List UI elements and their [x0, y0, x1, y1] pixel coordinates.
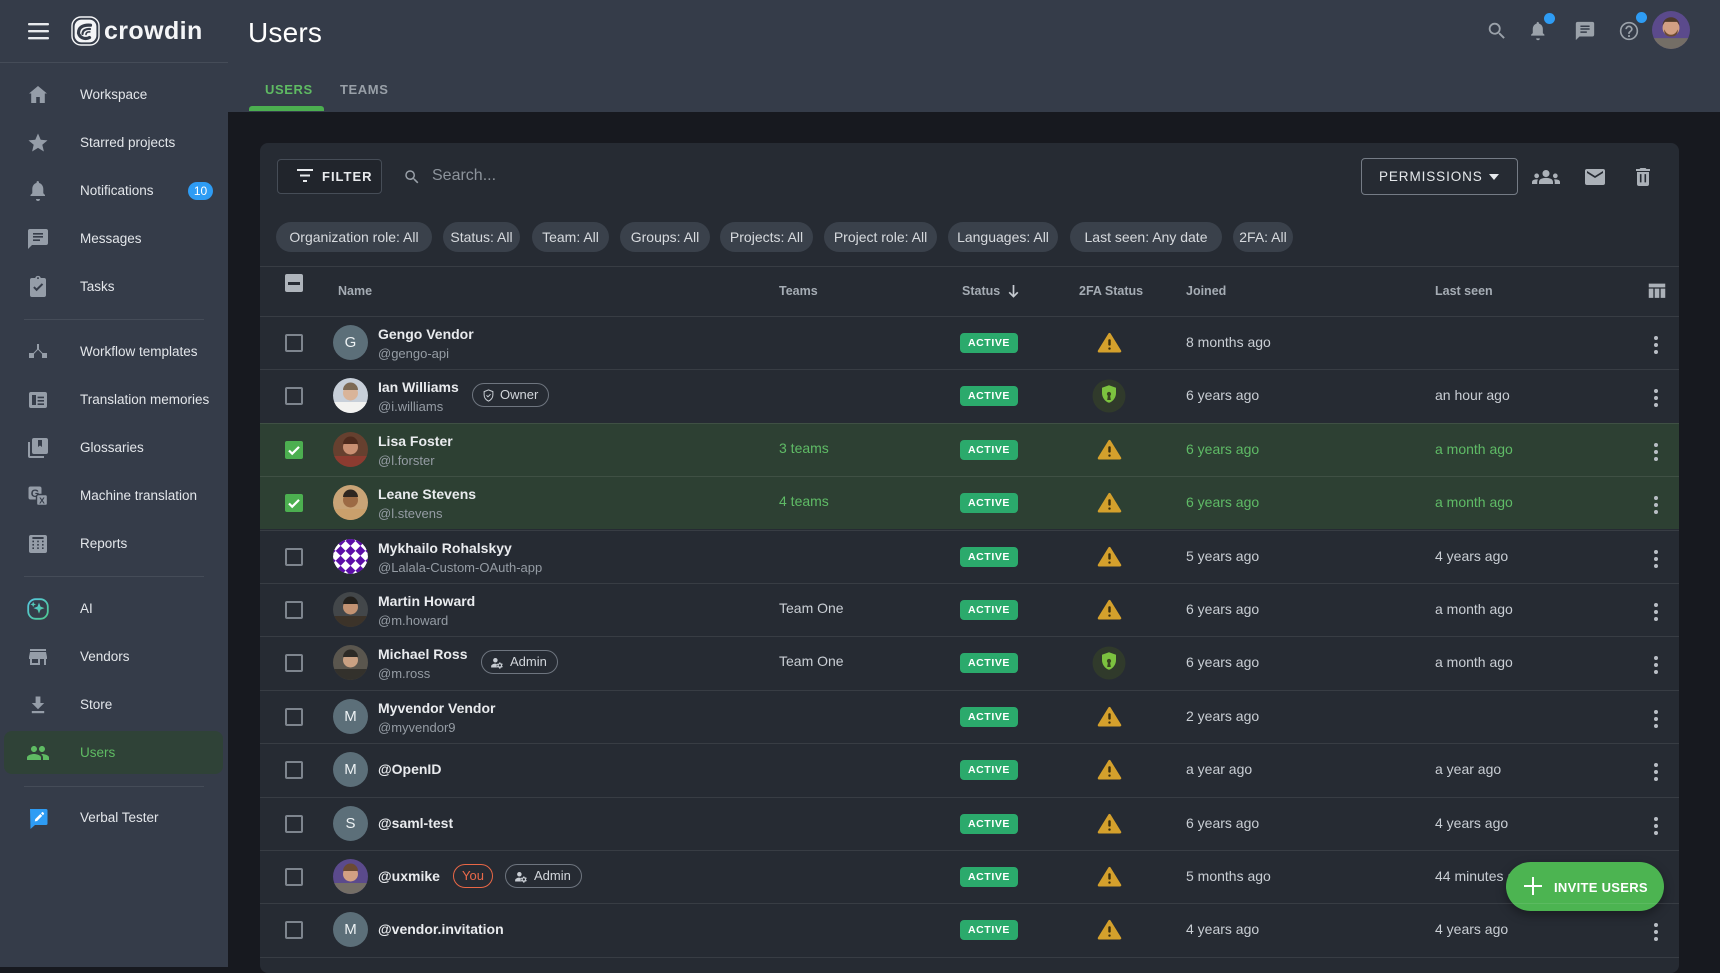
svg-text:X: X: [39, 496, 45, 506]
svg-text:G: G: [31, 488, 40, 500]
